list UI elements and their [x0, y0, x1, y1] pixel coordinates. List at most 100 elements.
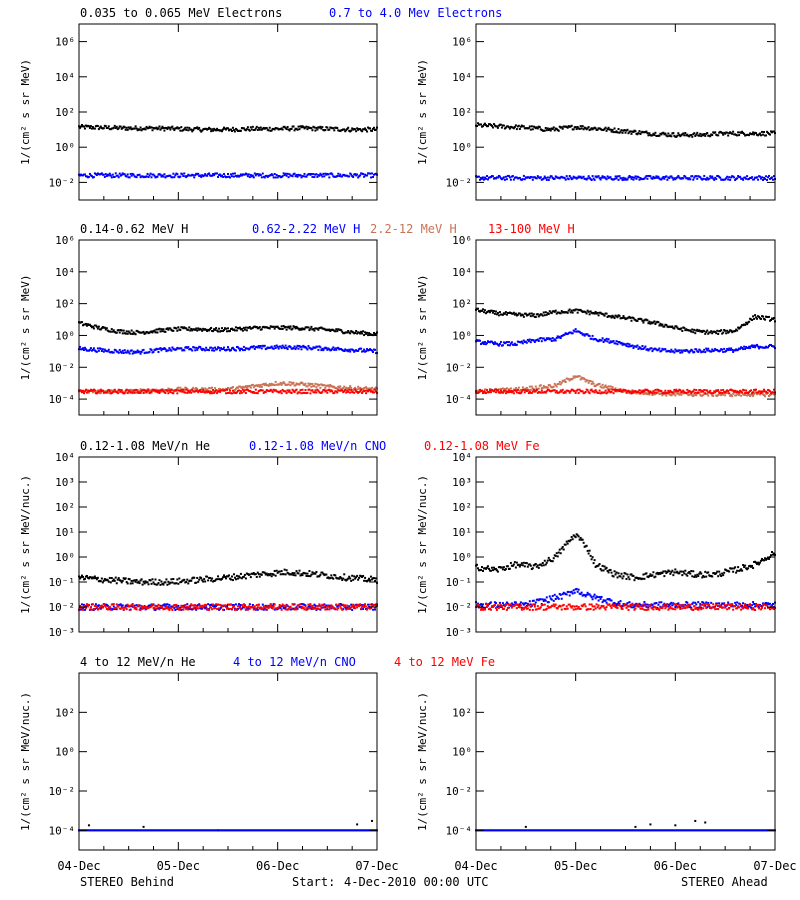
data-point [741, 130, 744, 133]
data-point [304, 388, 307, 391]
data-point [677, 390, 680, 393]
data-point [579, 308, 582, 311]
data-point [481, 569, 484, 572]
data-point [172, 127, 175, 130]
data-point [233, 329, 236, 332]
data-point [157, 127, 160, 130]
data-point [300, 126, 303, 129]
data-point [278, 175, 281, 178]
data-point [329, 390, 332, 393]
data-point [328, 388, 331, 391]
data-point [322, 349, 325, 352]
data-point [700, 330, 703, 333]
data-point [652, 175, 655, 178]
data-point [103, 175, 106, 178]
data-point [238, 606, 241, 609]
data-point [216, 607, 219, 610]
data-point [741, 391, 744, 394]
data-point [494, 310, 497, 313]
data-point [692, 570, 695, 573]
data-point [630, 573, 633, 576]
data-point [244, 608, 247, 611]
data-point [343, 390, 346, 393]
data-point [517, 386, 520, 389]
data-point [323, 605, 326, 608]
data-point [368, 606, 371, 609]
data-point [360, 347, 363, 350]
data-point [357, 578, 360, 581]
data-point [135, 608, 138, 611]
data-point [271, 607, 274, 610]
data-point [660, 390, 663, 393]
data-point [327, 384, 330, 387]
data-point [183, 172, 186, 175]
data-point [128, 352, 131, 355]
data-point [80, 391, 83, 394]
data-point [295, 388, 298, 391]
data-point [89, 125, 92, 128]
data-point [511, 564, 514, 567]
data-point [147, 176, 150, 179]
data-point [633, 579, 636, 582]
data-point [230, 575, 233, 578]
data-point [553, 177, 556, 180]
data-point [224, 575, 227, 578]
data-point [538, 126, 541, 129]
data-point [131, 603, 134, 606]
data-point [303, 172, 306, 175]
data-point [204, 580, 207, 583]
data-point [568, 175, 571, 178]
data-point [283, 347, 286, 350]
data-point [487, 391, 490, 394]
data-point [258, 326, 261, 329]
data-point [578, 127, 581, 130]
data-point [183, 128, 186, 131]
data-point [307, 575, 310, 578]
data-point [594, 385, 597, 388]
data-point [693, 328, 696, 331]
data-point [270, 382, 273, 385]
data-point [257, 573, 260, 576]
data-point [231, 386, 234, 389]
data-point [242, 127, 245, 130]
data-point [314, 129, 317, 132]
data-point [554, 554, 557, 557]
data-point [276, 345, 279, 348]
data-point [205, 604, 208, 607]
data-point [491, 311, 494, 314]
data-point [680, 327, 683, 330]
data-point [748, 391, 751, 394]
data-point [513, 125, 516, 128]
data-point [256, 392, 259, 395]
data-point [364, 389, 367, 392]
data-point [268, 327, 271, 330]
data-point [347, 607, 350, 610]
data-point [238, 349, 241, 352]
data-point [284, 344, 287, 347]
data-point [290, 573, 293, 576]
data-point [292, 574, 295, 577]
data-point [202, 387, 205, 390]
data-point [256, 173, 259, 176]
data-point [519, 314, 522, 317]
data-point [80, 603, 83, 606]
data-point [91, 325, 94, 328]
data-point [143, 605, 146, 608]
data-point [125, 126, 128, 129]
data-point [609, 315, 612, 318]
data-point [166, 327, 169, 330]
data-point [652, 390, 655, 393]
data-point [167, 328, 170, 331]
data-point [773, 388, 776, 391]
data-point [84, 388, 87, 391]
data-point [692, 390, 695, 393]
data-point [259, 126, 262, 129]
data-point [212, 347, 215, 350]
data-point [688, 570, 691, 573]
data-point [762, 179, 765, 182]
data-point [719, 391, 722, 394]
data-point [349, 385, 352, 388]
data-point [173, 176, 176, 179]
data-point [558, 391, 561, 394]
data-point [294, 574, 297, 577]
